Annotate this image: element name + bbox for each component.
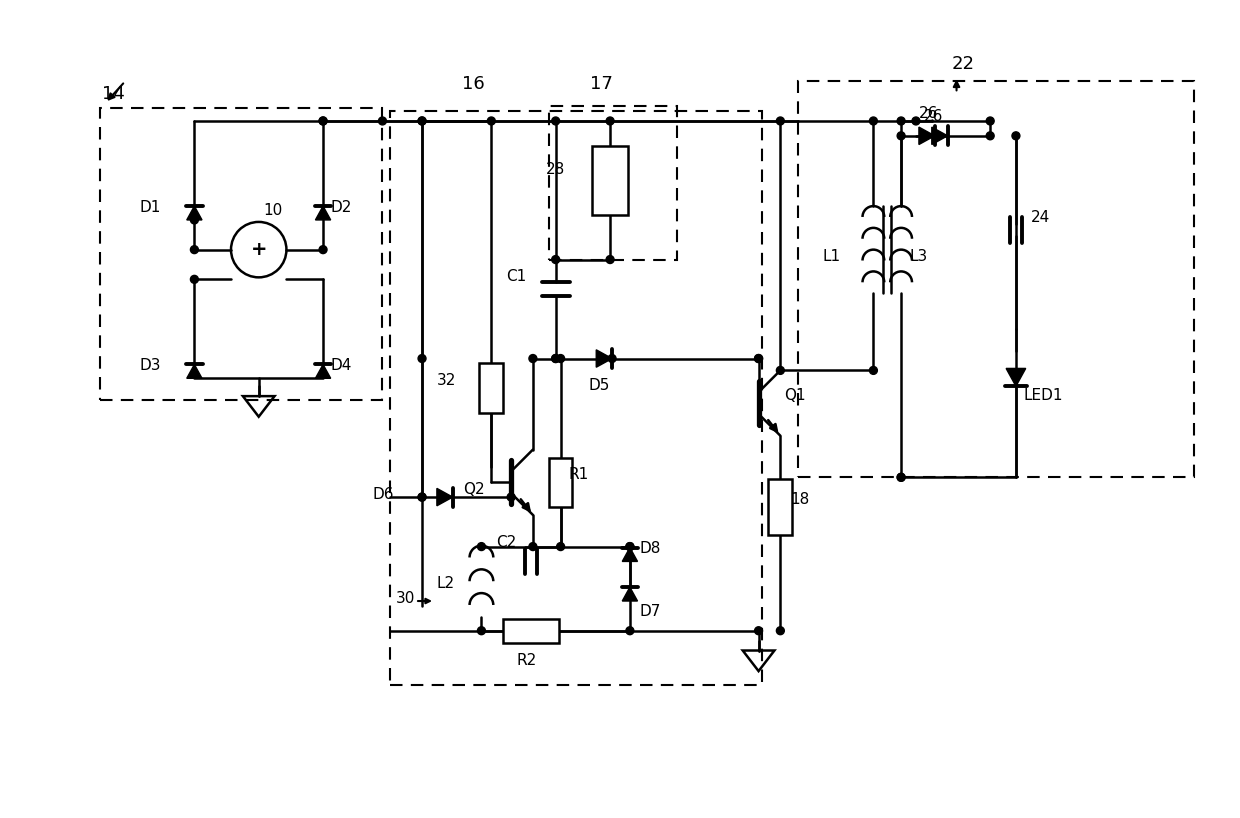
Circle shape [755,627,763,635]
Text: Q1: Q1 [785,388,806,403]
Bar [549,106,677,259]
Text: 28: 28 [546,163,565,178]
Circle shape [776,627,785,635]
Circle shape [477,627,485,635]
Circle shape [869,366,878,375]
Circle shape [986,117,994,125]
Text: 30: 30 [396,591,414,606]
Polygon shape [596,350,613,367]
Circle shape [552,354,559,362]
Circle shape [557,354,564,362]
Text: 18: 18 [790,492,810,507]
Bar [391,111,761,685]
Bar [593,146,627,215]
Polygon shape [919,127,935,145]
Text: D8: D8 [640,542,661,556]
Circle shape [418,117,427,125]
Bar [769,479,792,535]
Text: C1: C1 [506,269,527,285]
Text: D7: D7 [640,604,661,619]
Polygon shape [187,365,202,378]
Circle shape [608,354,616,362]
Text: Q2: Q2 [464,482,485,497]
Circle shape [507,493,515,501]
Circle shape [898,474,905,481]
Text: +: + [250,240,267,259]
Circle shape [606,255,614,263]
Circle shape [191,276,198,283]
Circle shape [755,354,763,362]
Circle shape [319,245,327,254]
Circle shape [191,216,198,224]
Circle shape [626,627,634,635]
Circle shape [552,354,559,362]
Circle shape [898,474,905,481]
Circle shape [1012,132,1019,140]
Polygon shape [187,206,202,220]
Circle shape [626,542,634,551]
Circle shape [418,493,427,501]
Circle shape [418,117,427,125]
Text: 14: 14 [103,85,125,103]
Circle shape [898,117,905,125]
Text: 26: 26 [924,109,944,124]
Text: D3: D3 [140,358,161,373]
Text: R2: R2 [516,654,537,668]
Text: 32: 32 [436,373,456,389]
Circle shape [898,132,905,140]
Bar [799,81,1194,477]
Text: 10: 10 [264,203,283,218]
Circle shape [911,117,920,125]
Circle shape [418,493,427,501]
Bar [480,363,503,413]
Polygon shape [622,587,637,601]
Circle shape [319,117,327,125]
Circle shape [552,255,559,263]
Circle shape [755,354,763,362]
Circle shape [869,117,878,125]
Circle shape [557,542,564,551]
Circle shape [418,354,427,362]
Circle shape [552,117,559,125]
Circle shape [529,354,537,362]
Text: 26: 26 [919,106,939,121]
Polygon shape [931,127,947,145]
Text: D6: D6 [372,487,394,502]
Polygon shape [1006,368,1025,386]
Circle shape [626,542,634,551]
Circle shape [477,542,485,551]
Circle shape [776,366,785,375]
Text: C2: C2 [496,534,517,550]
Polygon shape [315,206,331,220]
Text: D2: D2 [331,200,352,215]
Circle shape [378,117,387,125]
Polygon shape [315,365,331,378]
Text: L1: L1 [823,249,841,264]
Circle shape [319,117,327,125]
Circle shape [529,542,537,551]
Circle shape [487,117,495,125]
Circle shape [986,132,994,140]
Bar [100,108,382,400]
Text: D1: D1 [140,200,161,215]
Circle shape [191,245,198,254]
Text: L3: L3 [909,249,928,264]
Text: 22: 22 [951,56,975,74]
Bar [503,619,559,643]
Text: D5: D5 [588,378,610,393]
Text: 24: 24 [1030,210,1050,225]
Text: LED1: LED1 [1024,388,1064,403]
Circle shape [776,117,785,125]
Text: R1: R1 [568,467,589,483]
Bar [549,457,573,507]
Text: 17: 17 [590,75,614,93]
Circle shape [606,117,614,125]
Text: L2: L2 [436,576,455,591]
Polygon shape [622,547,637,561]
Text: 16: 16 [461,75,485,93]
Text: D4: D4 [331,358,352,373]
Polygon shape [436,488,453,506]
